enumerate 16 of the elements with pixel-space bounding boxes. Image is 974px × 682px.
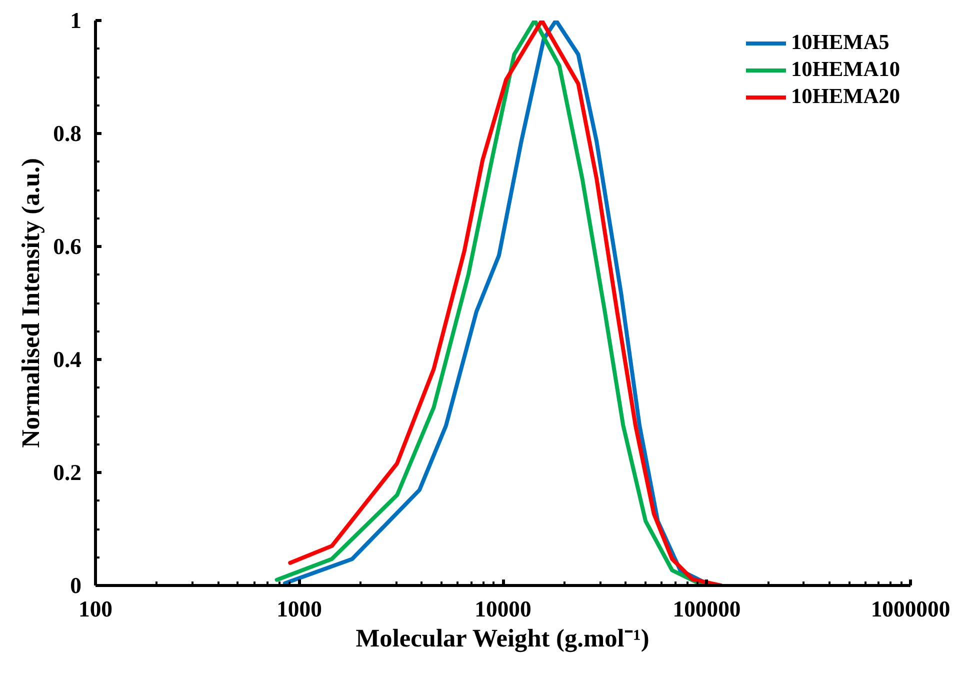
x-tick-label: 10000 (474, 596, 532, 622)
legend-label: 10HEMA20 (790, 84, 900, 109)
x-tick-label: 1000 (276, 596, 322, 622)
x-tick-label: 100 (78, 596, 112, 622)
x-tick-label: 100000 (672, 596, 741, 622)
y-tick-label: 0.6 (53, 234, 82, 259)
y-axis-title: Normalised Intensity (a.u.) (17, 158, 46, 448)
x-tick-label: 1000000 (870, 596, 950, 622)
legend-label: 10HEMA5 (790, 30, 890, 55)
y-tick-label: 0 (70, 573, 82, 598)
x-axis-title: Molecular Weight (g.mol⁻¹) (356, 624, 650, 652)
y-tick-label: 0.2 (53, 460, 82, 485)
legend-label: 10HEMA10 (790, 57, 900, 82)
y-tick-label: 0.8 (53, 121, 82, 146)
y-tick-label: 0.4 (53, 347, 82, 372)
y-tick-label: 1 (70, 8, 82, 33)
